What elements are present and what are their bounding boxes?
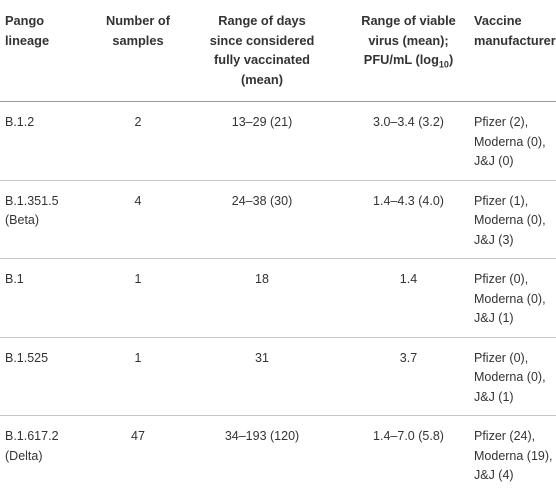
header-line: Pango (5, 13, 45, 28)
cell-line: Moderna (0), (474, 213, 546, 227)
header-line: since considered (209, 32, 315, 48)
header-vaccine-manufacturer: Vaccine manufacturer (472, 0, 556, 102)
cell-line: Pfizer (0), (474, 350, 529, 365)
header-line: lineage (5, 32, 50, 48)
cell-viable-virus: 3.7 (345, 337, 472, 416)
cell-line: Pfizer (2), (474, 115, 529, 129)
cell-viable-virus: 1.4 (345, 258, 472, 338)
table-row: B.1.525 1 31 3.7 Pfizer (0), Moderna (0), J&J … (0, 337, 556, 416)
cell-lineage: B.1.617.2 (Delta) (0, 416, 97, 494)
cell-lineage: B.1.525 (0, 337, 97, 416)
cell-manufacturer: Pfizer (1), Moderna (0), J&J (3) (472, 180, 556, 259)
cell-days: 13–29 (21) (179, 101, 345, 181)
cell-line: (Delta) (5, 448, 43, 463)
cell-manufacturer: Pfizer (24), Moderna (19), J&J (4) (472, 416, 556, 494)
header-line: virus (mean); (368, 32, 449, 48)
header-pango-lineage: Pango lineage (0, 0, 97, 102)
header-row: Pango lineage Number of samples Range of… (0, 0, 556, 102)
header-line: Range of days (218, 13, 306, 28)
pfu-prefix: PFU/mL (log (363, 52, 439, 67)
cell-line: Pfizer (24), (474, 429, 536, 443)
cell-lineage: B.1 (0, 258, 97, 338)
cell-samples: 1 (97, 258, 179, 338)
header-line: manufacturer (474, 32, 556, 48)
pfu-subscript: 10 (438, 59, 449, 70)
cell-line: J&J (1) (474, 311, 514, 325)
header-line: samples (112, 32, 164, 48)
cell-viable-virus: 3.0–3.4 (3.2) (345, 101, 472, 181)
pfu-suffix: ) (448, 52, 454, 67)
header-line: Number of (106, 13, 170, 28)
cell-line: B.1.525 (5, 350, 49, 365)
cell-samples: 47 (131, 429, 145, 443)
cell-days: 24–38 (30) (179, 180, 345, 259)
table-row: B.1 1 18 1.4 Pfizer (0), Moderna (0), J&J (1) (0, 258, 556, 338)
header-line-pfu: PFU/mL (log10) (345, 50, 472, 70)
header-line: (mean) (241, 71, 283, 87)
table-body: B.1.2 2 13–29 (21) 3.0–3.4 (3.2) Pfizer (2),… (0, 101, 556, 494)
cell-days: 18 (179, 258, 345, 338)
header-line: Vaccine (474, 13, 522, 28)
cell-line: B.1.351.5 (5, 193, 59, 208)
table-row: B.1.617.2 (Delta) 47 34–193 (120) 1.4–7.0 (5… (0, 416, 556, 494)
cell-lineage: B.1.351.5 (Beta) (0, 180, 97, 259)
header-number-of-samples: Number of samples (97, 0, 179, 102)
cell-line: Pfizer (1), (474, 193, 529, 208)
header-range-of-days: Range of days since considered fully vac… (179, 0, 345, 102)
cell-samples: 1 (97, 337, 179, 416)
cell-viable-virus: 1.4–7.0 (5.8) (373, 429, 444, 443)
table-row: B.1.351.5 (Beta) 4 24–38 (30) 1.4–4.3 (4.0) P… (0, 180, 556, 259)
cell-line: Moderna (0), (474, 134, 546, 149)
cell-line: Moderna (0), (474, 370, 546, 384)
table-header: Pango lineage Number of samples Range of… (0, 0, 556, 102)
cell-manufacturer: Pfizer (2), Moderna (0), J&J (0) (472, 101, 556, 181)
cell-line: B.1.2 (5, 115, 35, 129)
cell-line: J&J (3) (474, 232, 514, 247)
cell-line: (Beta) (5, 213, 40, 227)
cell-lineage: B.1.2 (0, 101, 97, 181)
cell-days: 34–193 (120) (224, 429, 300, 443)
cell-manufacturer: Pfizer (0), Moderna (0), J&J (1) (472, 258, 556, 338)
cell-line: J&J (4) (474, 468, 514, 482)
cell-line: Pfizer (0), (474, 272, 529, 286)
cell-line: Moderna (0), (474, 291, 546, 306)
table-row: B.1.2 2 13–29 (21) 3.0–3.4 (3.2) Pfizer (2),… (0, 101, 556, 181)
cell-samples: 2 (97, 101, 179, 181)
cell-days: 31 (179, 337, 345, 416)
cell-line: J&J (1) (474, 389, 514, 404)
header-range-of-viable-virus: Range of viable virus (mean); PFU/mL (lo… (345, 0, 472, 102)
cell-line: J&J (0) (474, 154, 514, 168)
cell-line: Moderna (19), (474, 448, 553, 463)
cell-line: B.1 (5, 272, 24, 286)
cell-line: B.1.617.2 (5, 429, 59, 443)
header-line: fully vaccinated (213, 52, 310, 67)
cell-manufacturer: Pfizer (0), Moderna (0), J&J (1) (472, 337, 556, 416)
header-line: Range of viable (361, 13, 456, 28)
cell-samples: 4 (97, 180, 179, 259)
cell-viable-virus: 1.4–4.3 (4.0) (345, 180, 472, 259)
table-container: Pango lineage Number of samples Range of… (0, 0, 556, 482)
